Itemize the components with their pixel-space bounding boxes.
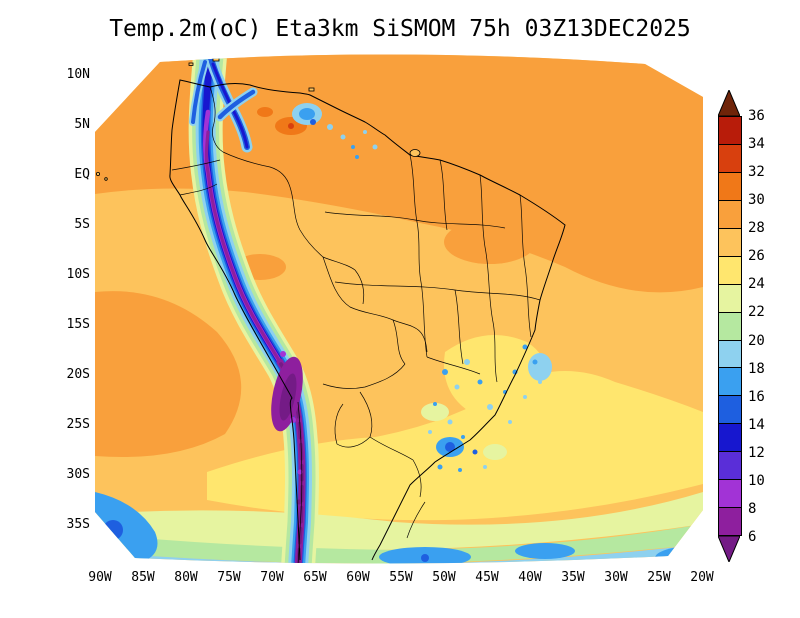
colorbar-above-max-triangle [718,90,740,116]
colorbar-tick-label: 12 [748,444,765,461]
longitude-tick-label: 75W [217,570,241,585]
interior-warm-patch [315,155,385,189]
colorbar-segment [719,396,741,425]
longitude-tick-label: 90W [88,570,112,585]
colorbar-segments [718,116,742,537]
colorbar-tick-label: 36 [748,108,765,124]
colorbar-segment [719,172,741,201]
colorbar-below-min-triangle [718,536,740,562]
longitude-tick-label: 40W [518,570,542,585]
colorbar-segment [719,452,741,481]
colorbar-segment [719,340,741,369]
colorbar-tick-label: 16 [748,388,765,405]
colorbar-segment [719,424,741,453]
colorbar-segment [719,480,741,509]
colorbar-tick-label: 18 [748,360,765,377]
colorbar-tick-label: 32 [748,164,765,181]
colorbar-tick-label: 22 [748,304,765,321]
latitude-tick-label: 25S [66,417,90,432]
cool-band-1 [95,492,703,550]
colorbar-tick-label: 28 [748,220,765,237]
latitude-tick-label: 5S [74,217,90,232]
interior-warm-patch [444,220,536,264]
latitude-tick-label: 30S [66,467,90,482]
longitude-axis: 90W 85W 80W 75W 70W 65W 60W 55W 50W 45W 40W 35W 30W 2… [83,570,719,586]
colorbar-segment [719,312,741,341]
pacific-warm-region [95,291,242,458]
islands [95,57,421,181]
longitude-tick-label: 85W [131,570,155,585]
map-domain [95,54,703,564]
longitude-tick-label: 25W [647,570,671,585]
state-borders [324,154,541,383]
latitude-axis: 10N 5N EQ 5S 10S 15S 20S 25S 30S 35S [38,67,90,533]
longitude-tick-label: 80W [174,570,198,585]
northern-warm-band [95,54,703,293]
interior-warm-patch [405,187,465,217]
hottest-spot [288,123,294,129]
colorbar-segment [719,284,741,313]
colorbar-segment [719,256,741,285]
longitude-tick-label: 45W [475,570,499,585]
longitude-tick-label: 50W [432,570,456,585]
latitude-tick-label: 20S [66,367,90,382]
colorbar-tick-label: 30 [748,192,765,209]
latitude-tick-label: 35S [66,517,90,532]
longitude-tick-label: 55W [389,570,413,585]
guiana-highlands-cool-region [292,103,378,159]
colorbar-segment [719,368,741,397]
colorbar-tick-label: 6 [748,528,757,545]
colorbar: 36 34 32 30 28 26 24 22 20 18 16 14 12 10 8 6 [718,90,765,562]
temperature-map [95,54,703,564]
latitude-tick-label: 10S [66,267,90,282]
latitude-tick-label: 15S [66,317,90,332]
page-title: Temp.2m(oC) Eta3km SiSMOM 75h 03Z13DEC20… [109,16,691,42]
longitude-tick-label: 35W [561,570,585,585]
longitude-tick-label: 65W [303,570,327,585]
colorbar-tick-labels: 36 34 32 30 28 26 24 22 20 18 16 14 12 10 8 6 [748,108,765,545]
colorbar-segment [719,200,741,229]
hot-spot [257,107,273,117]
latitude-tick-label: 5N [74,117,90,132]
southeast-cool-speckles [421,344,552,472]
cold-core-bottom-left [103,520,123,540]
colorbar-segment [719,508,741,537]
country-borders [171,86,426,564]
colorbar-tick-label: 24 [748,276,765,293]
colorbar-tick-label: 20 [748,332,765,349]
colorbar-segment [719,116,741,145]
longitude-tick-label: 20W [690,570,714,585]
longitude-tick-label: 60W [346,570,370,585]
colorbar-tick-label: 10 [748,472,765,489]
colorbar-segment [719,144,741,173]
longitude-tick-label: 70W [260,570,284,585]
latitude-tick-label: 10N [66,67,90,82]
colorbar-tick-label: 8 [748,500,757,517]
cold-dot [421,554,429,562]
cold-patch-bottom-right [515,543,575,559]
mild-yellow-patch [444,334,547,414]
colorbar-tick-label: 26 [748,248,765,265]
colorbar-tick-label: 14 [748,416,765,433]
south-america-coastline [169,79,566,561]
latitude-tick-label: EQ [74,167,90,182]
andes-cold-ridge [188,54,319,564]
colorbar-tick-label: 34 [748,136,765,153]
longitude-tick-label: 30W [604,570,628,585]
colorbar-segment [719,228,741,257]
